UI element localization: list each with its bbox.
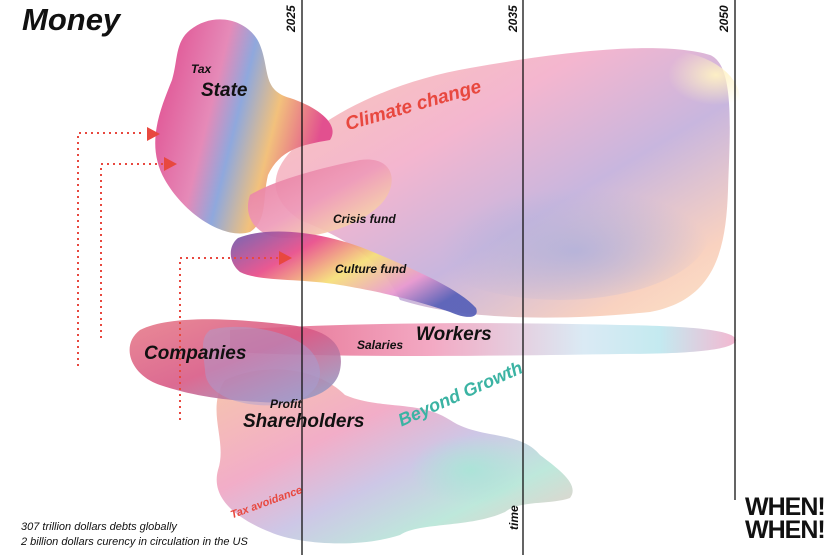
workers-band — [230, 323, 736, 356]
climate-change-lavender — [410, 160, 710, 300]
flow-arrows — [147, 127, 292, 265]
shareholders-label: Shareholders — [243, 411, 365, 432]
flow-line-culture — [179, 257, 280, 420]
year-label-2050: 2050 — [717, 5, 731, 32]
footnote-debts: 307 trillion dollars debts globally — [21, 521, 177, 533]
arrow-icon-state — [164, 157, 177, 171]
flow-line-outer — [77, 132, 145, 366]
arrow-icon-culture-fund — [279, 251, 292, 265]
workers-label: Workers — [416, 324, 492, 345]
tax-label: Tax — [191, 62, 212, 76]
flow-lines — [77, 132, 280, 420]
year-label-2025: 2025 — [284, 5, 298, 32]
arrow-icon-state-tax — [147, 127, 160, 141]
profit-label: Profit — [270, 397, 302, 411]
time-axis-label: time — [507, 505, 521, 530]
culture-fund-shape — [230, 231, 477, 317]
culture-fund-label: Culture fund — [335, 262, 407, 276]
state-label: State — [201, 80, 248, 101]
state-shape — [155, 19, 333, 234]
crisis-fund-label: Crisis fund — [333, 212, 396, 226]
when-logo: WHEN! WHEN! — [745, 493, 826, 544]
crisis-fund-shape — [247, 159, 392, 238]
logo-line-2: WHEN! — [745, 516, 826, 544]
flow-line-inner — [100, 163, 165, 338]
logo-line-1: WHEN! — [745, 493, 826, 521]
climate-change-glow — [580, 50, 740, 150]
salaries-label: Salaries — [357, 338, 404, 352]
page-title: Money — [22, 2, 121, 37]
companies-shape — [129, 319, 341, 403]
footnote-currency: 2 billion dollars curency in circulation… — [21, 536, 248, 548]
companies-label: Companies — [144, 343, 247, 364]
shareholders-mint — [410, 435, 530, 505]
year-label-2035: 2035 — [506, 5, 520, 32]
companies-overlap — [202, 326, 320, 406]
timeline-axes — [301, 0, 736, 555]
